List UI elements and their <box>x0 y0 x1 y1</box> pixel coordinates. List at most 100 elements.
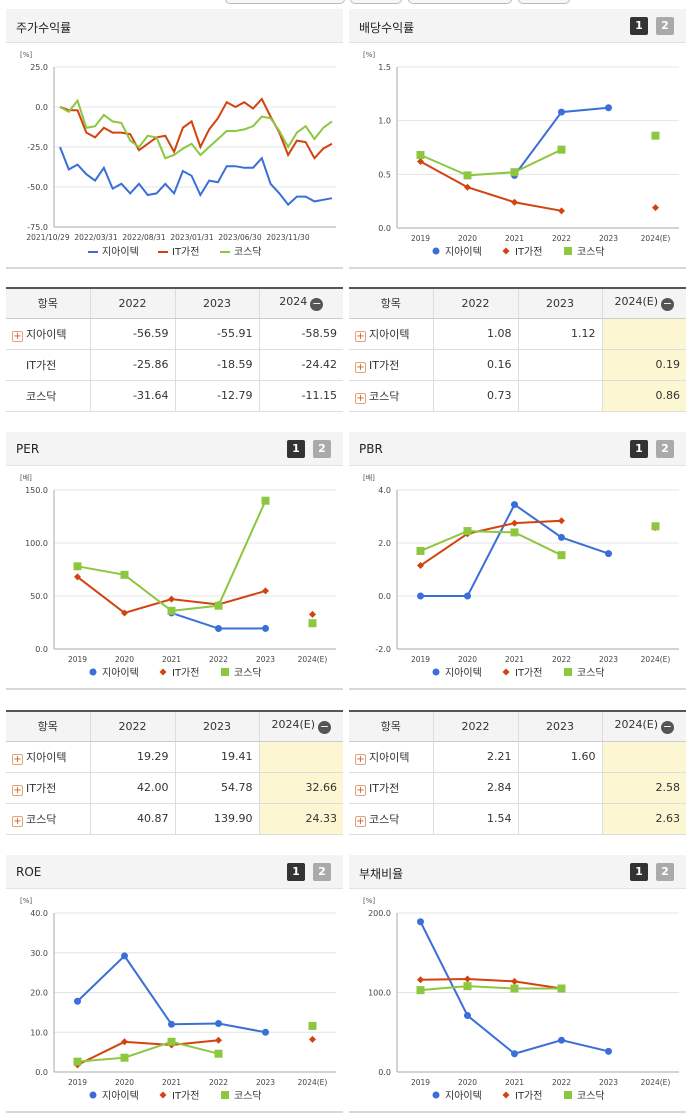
page-1-button[interactable]: 1 <box>287 863 305 881</box>
value-cell: 2.58 <box>601 772 686 804</box>
row-name-cell[interactable]: + IT가전 <box>349 349 433 381</box>
row-name-cell[interactable]: + 코스닥 <box>6 803 90 835</box>
data-point <box>558 207 565 215</box>
x-tick-label: 2019 <box>68 1078 87 1087</box>
series-line-3 <box>77 500 267 612</box>
data-point <box>215 625 222 633</box>
data-point <box>511 501 518 509</box>
expand-plus-icon[interactable]: + <box>355 753 366 765</box>
collapse-icon[interactable]: − <box>318 720 332 735</box>
row-name-cell[interactable]: + 지아이텍 <box>349 741 433 773</box>
page-1-button[interactable]: 1 <box>630 17 648 35</box>
data-point <box>558 517 565 525</box>
expand-plus-icon[interactable]: + <box>12 330 23 342</box>
row-name-cell[interactable]: + 지아이텍 <box>6 741 90 773</box>
legend-label: 지아이텍 <box>445 246 482 258</box>
table-header-cell: 2024(E) − <box>258 711 343 742</box>
page-1-button[interactable]: 1 <box>287 440 305 458</box>
row-name-cell[interactable]: + 지아이텍 <box>349 318 433 350</box>
legend-swatch <box>432 668 440 676</box>
expand-plus-icon[interactable]: + <box>355 330 366 342</box>
legend-swatch <box>564 1091 572 1099</box>
header-label: 항목 <box>37 720 58 734</box>
data-point <box>511 977 518 985</box>
data-point <box>557 145 566 154</box>
row-name-cell[interactable]: + 코스닥 <box>349 803 433 835</box>
top-button-4[interactable] <box>518 0 570 4</box>
y-unit-label: [%] <box>363 51 375 59</box>
page-1-button[interactable]: 1 <box>630 440 648 458</box>
collapse-icon[interactable]: − <box>661 720 675 735</box>
value-cell: 32.66 <box>258 772 343 804</box>
x-tick-label: 2020 <box>458 1078 477 1087</box>
y-tick-label: 20.0 <box>30 989 48 998</box>
legend-swatch <box>89 1091 97 1099</box>
page-2-button[interactable]: 2 <box>656 440 674 458</box>
panel-title: 주가수익률 <box>16 21 72 35</box>
table-header-cell: 2022 <box>89 288 175 319</box>
expand-plus-icon[interactable]: + <box>355 815 366 827</box>
table-header-cell: 2023 <box>517 711 602 742</box>
expand-plus-icon[interactable]: + <box>355 392 366 404</box>
data-point <box>417 976 424 984</box>
page-2-button[interactable]: 2 <box>313 440 331 458</box>
row-name-cell[interactable]: + 코스닥 <box>349 380 433 412</box>
value-cell: -25.86 <box>89 349 175 381</box>
page-2-button[interactable]: 2 <box>656 17 674 35</box>
row-label: 지아이텍 <box>369 327 410 341</box>
legend-label: IT가전 <box>515 246 542 258</box>
page-2-button[interactable]: 2 <box>656 863 674 881</box>
expand-plus-icon[interactable]: + <box>355 361 366 373</box>
y-tick-label: 0.0 <box>35 1068 48 1077</box>
collapse-icon[interactable]: − <box>661 297 675 312</box>
x-tick-label: 2021/10/29 <box>26 233 69 242</box>
y-tick-label: 40.0 <box>30 909 48 918</box>
y-tick-label: 100.0 <box>25 539 48 548</box>
top-button-1[interactable] <box>225 0 345 4</box>
expand-plus-icon[interactable]: + <box>12 784 23 796</box>
value-cell <box>517 349 602 381</box>
x-tick-label: 2024(E) <box>641 655 671 664</box>
legend-label: 코스닥 <box>577 1090 605 1102</box>
data-point <box>262 624 269 632</box>
per-panel: PER 1 2 [배] 150.0 100.0 50.0 0.0 2019 2020 2021… <box>6 432 343 690</box>
data-point <box>464 592 471 600</box>
x-tick-label: 2023 <box>256 1078 275 1087</box>
value-cell: -18.59 <box>174 349 259 381</box>
data-point <box>168 1020 175 1028</box>
table-row: + 지아이텍 -56.59 -55.91 -58.59 <box>6 318 343 350</box>
x-tick-label: 2020 <box>115 1078 134 1087</box>
value-cell <box>517 803 602 835</box>
table-header-cell: 2023 <box>174 288 259 319</box>
row-name-cell[interactable]: + 지아이텍 <box>6 318 90 350</box>
data-point <box>605 550 612 558</box>
data-point <box>262 1028 269 1036</box>
x-tick-label: 2023 <box>599 655 618 664</box>
collapse-icon[interactable]: − <box>310 297 324 312</box>
y-unit-label: [%] <box>20 51 32 59</box>
header-label: 항목 <box>380 297 401 311</box>
y-tick-label: 30.0 <box>30 949 48 958</box>
row-name-cell[interactable]: + IT가전 <box>349 772 433 804</box>
top-button-2[interactable] <box>350 0 402 4</box>
data-point <box>417 592 424 600</box>
table-row: + 코스닥 0.73 0.86 <box>349 380 686 412</box>
row-name-cell: 코스닥 <box>6 380 90 412</box>
row-name-cell[interactable]: + IT가전 <box>6 772 90 804</box>
page-2-button[interactable]: 2 <box>313 863 331 881</box>
expand-plus-icon[interactable]: + <box>355 784 366 796</box>
expand-plus-icon[interactable]: + <box>12 815 23 827</box>
x-tick-label: 2019 <box>411 1078 430 1087</box>
x-tick-label: 2023/11/30 <box>266 233 309 242</box>
page-1-button[interactable]: 1 <box>630 863 648 881</box>
legend-swatch <box>89 668 97 676</box>
expand-plus-icon[interactable]: + <box>12 753 23 765</box>
x-tick-label: 2024(E) <box>298 655 328 664</box>
table-header-cell: 2022 <box>89 711 175 742</box>
data-point <box>511 198 518 206</box>
legend-swatch <box>159 1091 167 1099</box>
top-button-3[interactable] <box>408 0 512 4</box>
debt-ratio-chart: [%] 200.0 100.0 0.0 2019 2020 2021 2022 2023 2024… <box>363 897 679 1102</box>
top-toolbar-edge <box>0 0 691 8</box>
legend-label: 지아이텍 <box>102 1090 139 1102</box>
